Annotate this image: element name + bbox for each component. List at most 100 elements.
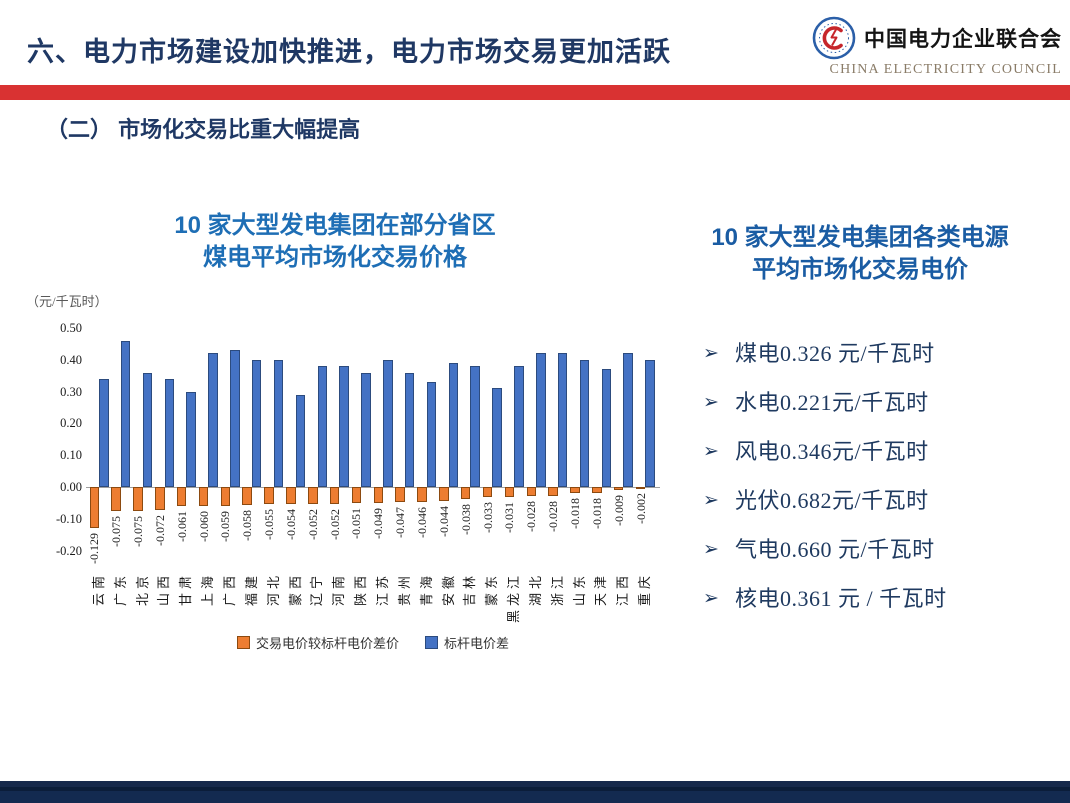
orange-diff-bar	[308, 487, 318, 504]
blue-benchmark-bar	[404, 372, 415, 487]
legend-item: 交易电价较标杆电价差价	[236, 633, 399, 652]
logo-row: 中国电力企业联合会	[812, 16, 1062, 60]
left-chart-title-line1: 10 家大型发电集团在部分省区	[174, 212, 496, 239]
orange-diff-bar	[460, 487, 471, 500]
y-tick-label: -0.20	[55, 543, 82, 558]
bullet-text: 风电0.346元/千瓦时	[735, 439, 929, 464]
bar-value-label: -0.018	[589, 497, 604, 529]
bar-value-label: -0.028	[546, 500, 561, 532]
bar-value-label: -0.061	[174, 511, 189, 543]
footer-band	[0, 781, 1070, 803]
y-tick-label: 0.50	[60, 321, 82, 335]
blue-benchmark-bar	[295, 394, 306, 487]
bar-value-label: -0.055	[262, 509, 277, 541]
bar-value-label: -0.075	[109, 515, 124, 547]
orange-diff-bar	[111, 487, 121, 511]
bar-value-label: -0.044	[436, 505, 451, 537]
bar-value-label: -0.058	[240, 510, 255, 542]
blue-benchmark-bar	[164, 378, 175, 487]
bar-value-label: -0.075	[130, 515, 145, 547]
bar-value-label: -0.018	[567, 497, 582, 529]
orange-diff-bar	[548, 487, 558, 496]
cec-logo: 中国电力企业联合会 CHINA ELECTRICITY COUNCIL	[812, 16, 1062, 78]
x-axis-label: 陕西	[353, 572, 369, 607]
bullet-item: ➢ 风电0.346元/千瓦时	[703, 438, 1063, 466]
bullet-item: ➢ 核电0.361 元 / 千瓦时	[703, 585, 1063, 613]
arrow-bullet-icon: ➢	[703, 539, 719, 560]
y-tick-label: 0.30	[60, 384, 82, 399]
blue-benchmark-bar	[208, 353, 218, 487]
y-tick-label: 0.20	[60, 416, 82, 431]
bullet-list: ➢ 煤电0.326 元/千瓦时 ➢ 水电0.221元/千瓦时 ➢ 风电0.346元/千瓦时…	[703, 340, 1063, 634]
x-axis-label: 蒙东	[484, 572, 500, 607]
blue-benchmark-bar	[601, 369, 612, 487]
bullet-text: 煤电0.326 元/千瓦时	[735, 341, 935, 366]
blue-benchmark-bar	[536, 353, 546, 487]
bar-value-label: -0.072	[152, 514, 167, 546]
bar-value-label: -0.059	[218, 510, 233, 542]
bar-value-label: -0.047	[393, 506, 408, 538]
orange-diff-bar	[155, 487, 165, 510]
orange-diff-bar	[504, 487, 515, 497]
x-axis-label: 吉林	[462, 572, 478, 607]
bar-value-label: -0.033	[480, 502, 495, 534]
arrow-bullet-icon: ➢	[703, 343, 719, 364]
orange-diff-bar	[133, 487, 143, 511]
bar-value-label: -0.129	[87, 533, 102, 565]
x-axis-label: 黑龙江	[506, 572, 522, 624]
blue-benchmark-bar	[383, 359, 393, 487]
blue-benchmark-bar	[470, 366, 480, 487]
orange-diff-bar	[635, 487, 646, 489]
orange-diff-bar	[439, 487, 449, 501]
chart-legend: 交易电价较标杆电价差价 标杆电价差	[88, 633, 658, 652]
bullet-text: 气电0.660 元/千瓦时	[735, 537, 935, 562]
orange-diff-bar	[242, 487, 252, 506]
x-axis-label: 天津	[593, 572, 609, 607]
blue-benchmark-bar	[251, 359, 262, 487]
x-axis-line	[86, 487, 660, 488]
orange-diff-bar	[264, 487, 274, 505]
orange-diff-bar	[613, 487, 624, 490]
red-divider-bar	[0, 85, 1070, 100]
orange-diff-bar	[417, 487, 427, 502]
bullet-item: ➢ 光伏0.682元/千瓦时	[703, 487, 1063, 515]
x-axis-label: 广西	[222, 572, 238, 607]
logo-name-en: CHINA ELECTRICITY COUNCIL	[829, 62, 1062, 77]
arrow-bullet-icon: ➢	[703, 392, 719, 413]
page-title: 六、电力市场建设加快推进，电力市场交易更加活跃	[27, 37, 671, 67]
orange-diff-bar	[329, 487, 340, 504]
blue-benchmark-bar	[361, 372, 371, 487]
right-panel-title-line2: 平均市场化交易电价	[752, 255, 968, 283]
y-axis-unit-label: （元/千瓦时）	[26, 294, 108, 309]
right-panel-title: 10 家大型发电集团各类电源 平均市场化交易电价	[655, 222, 1065, 285]
x-axis-label: 山东	[571, 572, 587, 607]
x-axis-label: 辽宁	[309, 572, 325, 607]
blue-benchmark-bar	[492, 388, 502, 487]
arrow-bullet-icon: ➢	[703, 588, 719, 609]
bullet-text: 核电0.361 元 / 千瓦时	[735, 586, 947, 611]
x-axis-label: 贵州	[396, 572, 412, 607]
blue-benchmark-bar	[557, 353, 568, 487]
y-tick-label: -0.10	[55, 511, 82, 526]
orange-diff-bar	[373, 487, 384, 503]
section-subtitle: （二） 市场化交易比重大幅提高	[46, 117, 361, 142]
bar-value-label: -0.052	[327, 508, 342, 540]
legend-label: 标杆电价差	[444, 636, 510, 651]
left-chart-title: 10 家大型发电集团在部分省区 煤电平均市场化交易价格	[95, 210, 575, 273]
cec-logo-icon	[812, 16, 856, 60]
orange-diff-bar	[592, 487, 602, 493]
bar-value-label: -0.046	[415, 506, 429, 538]
x-axis-label: 江苏	[374, 572, 390, 607]
blue-benchmark-bar	[645, 359, 655, 487]
bullet-item: ➢ 煤电0.326 元/千瓦时	[703, 340, 1063, 368]
x-axis-label: 青海	[418, 572, 434, 607]
orange-diff-bar	[286, 487, 296, 505]
y-tick-label: 0.10	[60, 448, 82, 463]
x-axis-label: 山西	[156, 572, 172, 607]
blue-benchmark-bar	[120, 340, 131, 487]
blue-benchmark-bar	[230, 350, 240, 487]
x-axis-label: 湖北	[527, 572, 543, 607]
blue-benchmark-bar	[142, 372, 153, 487]
